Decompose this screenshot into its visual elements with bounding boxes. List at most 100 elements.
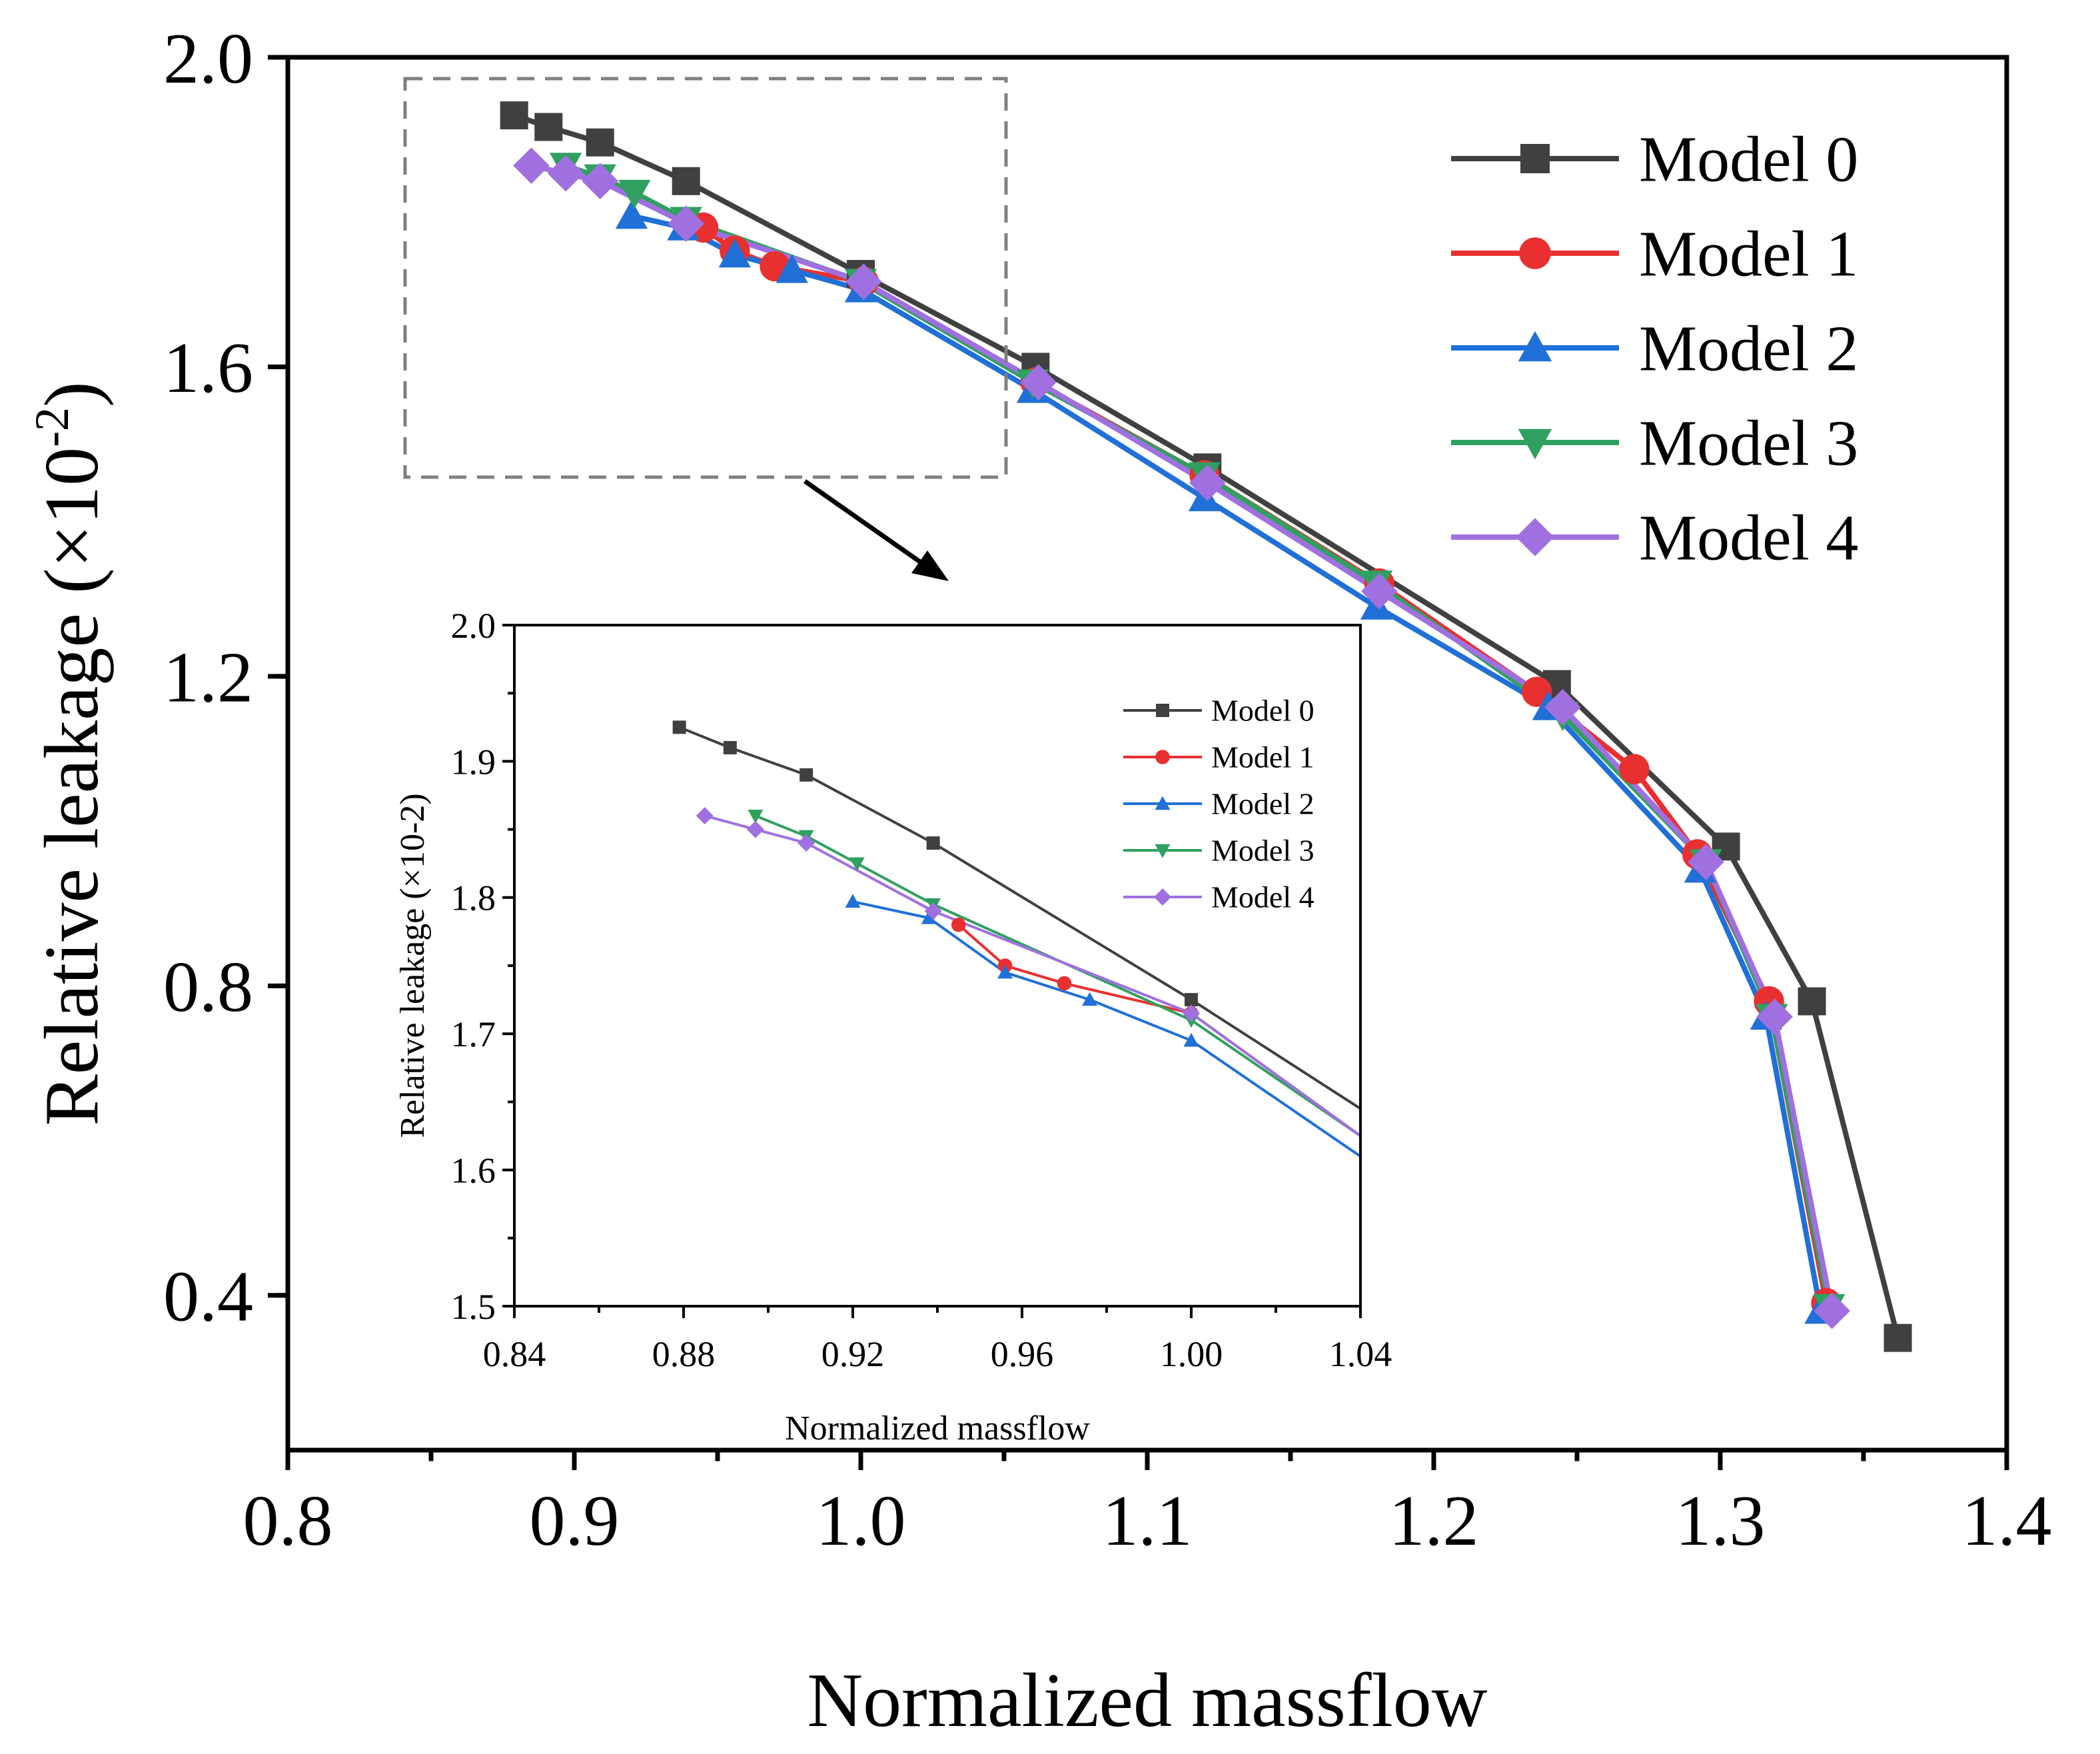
y-axis-label: Relative leakage (×10-2) [394, 793, 432, 1138]
legend-marker-model-4 [1154, 888, 1171, 906]
y-tick-label: 1.9 [451, 742, 496, 782]
data-point-model-2 [1082, 992, 1098, 1006]
data-point-model-4 [513, 147, 550, 184]
data-point-model-2 [921, 910, 937, 924]
data-point-model-2 [615, 199, 648, 229]
legend: Model 0 Model 1 Model 2 Model 3 Model 4 [1123, 694, 1314, 914]
data-point-model-4 [797, 834, 815, 852]
x-tick-label: 0.92 [821, 1334, 885, 1374]
y-tick-label: 1.5 [451, 1287, 496, 1327]
legend-marker-model-2 [1518, 331, 1552, 362]
y-tick-label: 1.6 [451, 1151, 496, 1191]
data-point-model-0 [500, 101, 528, 130]
legend-marker-model-0 [1520, 144, 1550, 173]
data-point-model-2 [997, 964, 1013, 979]
data-point-model-4 [1189, 464, 1226, 501]
y-tick-label: 1.2 [163, 638, 253, 718]
data-point-model-0 [1883, 1323, 1912, 1352]
data-point-model-3 [748, 809, 764, 824]
inset-chart: 0.84 0.88 0.92 0.96 1.00 1.04 1.5 1.6 1.7 1.8 1.9 2… [394, 606, 1392, 1447]
data-point-model-4 [1814, 1292, 1850, 1329]
data-point-model-0 [1798, 987, 1826, 1016]
y-axis-label-text: Relative leakage (×10 [29, 447, 115, 1126]
data-point-model-4 [1688, 844, 1724, 880]
data-point-model-0 [1185, 993, 1198, 1007]
legend-marker-model-4 [1516, 518, 1554, 556]
data-point-model-4 [668, 205, 704, 242]
data-point-model-1 [1057, 976, 1072, 991]
x-axis-label: Normalized massflow [785, 1409, 1090, 1447]
legend-marker-model-3 [1518, 429, 1552, 460]
x-tick-label: 1.4 [1962, 1481, 2052, 1561]
legend-label-model-1: Model 1 [1211, 740, 1314, 774]
y-tick-label: 2.0 [163, 19, 253, 99]
y-tick-label: 0.4 [163, 1258, 253, 1337]
plot-background [514, 625, 1360, 1306]
zoom-arrow-line [803, 479, 927, 567]
data-point-model-4 [547, 155, 584, 192]
series-group [500, 101, 1912, 1352]
data-point-model-4 [924, 902, 942, 920]
x-tick-label: 1.3 [1676, 1481, 1766, 1561]
y-tick-label: 2.0 [451, 606, 496, 646]
data-point-model-4 [845, 263, 882, 301]
data-point-model-4 [582, 163, 618, 200]
legend-marker-model-3 [1155, 844, 1171, 858]
x-tick-label: 0.96 [991, 1334, 1054, 1374]
data-point-model-3 [849, 857, 865, 872]
data-point-model-0 [926, 836, 940, 850]
main-chart: 0.8 0.9 1.0 1.1 1.2 1.3 1.4 0.4 0.8 1.2 1.6 2.0 Norm… [25, 19, 2052, 1743]
y-tick-label: 1.6 [163, 329, 253, 408]
series-line-model-4 [704, 814, 1360, 1138]
data-point-model-2 [845, 894, 861, 908]
legend-label-model-4: Model 4 [1211, 880, 1314, 914]
zoom-annotation [403, 77, 1008, 581]
data-point-model-2 [718, 238, 751, 268]
y-axis-label-close: ) [29, 381, 115, 407]
x-tick-label: 0.8 [243, 1481, 333, 1561]
legend-label-model-4: Model 4 [1639, 502, 1858, 574]
data-point-model-0 [672, 720, 686, 734]
zoom-arrow-head [911, 550, 949, 581]
y-tick-label: 0.8 [163, 948, 253, 1027]
y-axis-label-text: Relative leakage (×10-2) [394, 793, 432, 1138]
zoom-region-box [403, 77, 1008, 479]
data-point-model-0 [672, 167, 700, 195]
x-tick-label: 1.0 [816, 1481, 906, 1561]
data-point-model-4 [1361, 572, 1398, 610]
data-point-model-2 [1183, 1032, 1199, 1047]
legend-marker-model-1 [1155, 750, 1170, 764]
x-tick-label: 1.00 [1160, 1334, 1223, 1374]
series-line-model-2 [852, 900, 1360, 1158]
x-tick-label: 1.2 [1389, 1481, 1479, 1561]
data-point-model-4 [1183, 1004, 1200, 1022]
legend: Model 0 Model 1 Model 2 Model 3 Model 4 [1451, 123, 1858, 574]
legend-label-model-0: Model 0 [1211, 694, 1314, 728]
x-axis-label: Normalized massflow [807, 1658, 1487, 1743]
legend-marker-model-2 [1155, 796, 1171, 810]
y-tick-label: 1.7 [451, 1014, 496, 1054]
data-point-model-4 [1544, 689, 1581, 726]
y-tick-label: 1.8 [451, 878, 496, 918]
x-tick-label: 0.88 [652, 1334, 716, 1374]
x-tick-label: 0.84 [483, 1334, 546, 1374]
data-point-model-3 [618, 179, 651, 209]
data-point-model-4 [746, 820, 764, 838]
legend-label-model-2: Model 2 [1639, 313, 1858, 385]
data-point-model-0 [723, 740, 737, 754]
series-group [672, 720, 1360, 1158]
data-point-model-4 [696, 807, 714, 825]
x-tick-label: 1.1 [1103, 1481, 1193, 1561]
data-point-model-0 [799, 768, 813, 782]
legend-label-model-3: Model 3 [1211, 834, 1314, 868]
series-line-model-0 [678, 726, 1360, 1110]
y-axis-label-superscript: -2 [25, 407, 79, 447]
legend-label-model-3: Model 3 [1639, 407, 1858, 479]
legend-label-model-0: Model 0 [1639, 123, 1858, 195]
data-point-model-4 [1020, 364, 1057, 401]
data-point-model-2 [776, 254, 808, 283]
data-point-model-0 [586, 128, 614, 157]
series-line-model-3 [755, 814, 1360, 1138]
data-point-model-4 [1756, 998, 1793, 1036]
